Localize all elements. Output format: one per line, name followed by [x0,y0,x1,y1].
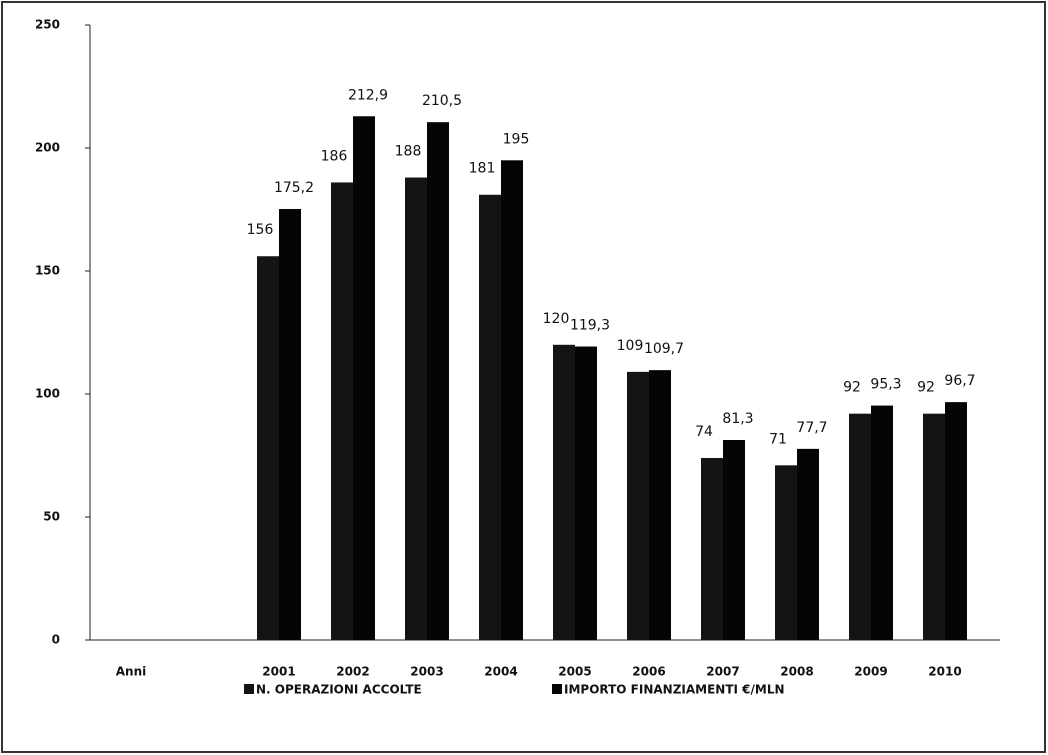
bar [479,194,501,641]
value-label: 186 [321,148,348,164]
bar [945,402,967,640]
value-label: 95,3 [870,377,901,393]
bar [649,370,671,640]
bar [405,177,427,640]
value-label: 71 [769,431,787,447]
value-label: 119,3 [570,318,610,334]
y-tick-label: 150 [35,264,60,278]
value-label: 175,2 [274,180,314,196]
value-label: 188 [395,144,422,160]
value-label: 181 [469,161,496,177]
bar [427,122,449,641]
legend-marker [244,684,254,694]
x-tick-label: Anni [116,665,147,679]
y-tick-label: 0 [52,633,60,647]
y-tick-label: 100 [35,387,60,401]
x-tick-label: 2002 [336,665,369,679]
bar [849,413,871,640]
bar [923,413,945,640]
bar [723,440,745,640]
x-tick-label: 2005 [558,665,591,679]
value-label: 195 [503,131,530,147]
x-tick-label: 2008 [780,665,813,679]
value-label: 92 [843,380,861,396]
value-label: 212,9 [348,87,388,103]
x-tick-label: 2007 [706,665,739,679]
x-tick-label: 2003 [410,665,443,679]
x-tick-label: 2001 [262,665,295,679]
bar [279,209,301,640]
y-tick-label: 250 [35,18,60,32]
value-label: 74 [695,424,713,440]
x-tick-label: 2006 [632,665,665,679]
bar [701,457,723,640]
value-label: 109,7 [644,341,684,357]
bar [553,344,575,640]
x-tick-label: 2010 [928,665,961,679]
bar [775,465,797,640]
bar [501,160,523,641]
value-label: 77,7 [796,420,827,436]
value-label: 109 [617,338,644,354]
bar [627,371,649,640]
value-label: 92 [917,380,935,396]
legend-label: N. OPERAZIONI ACCOLTE [256,683,422,697]
value-label: 120 [543,311,570,327]
x-tick-label: 2009 [854,665,887,679]
value-label: 210,5 [422,93,462,109]
bar [871,405,893,640]
bar [257,256,279,640]
value-label: 96,7 [944,373,975,389]
legend-marker [552,684,562,694]
x-tick-label: 2004 [484,665,517,679]
value-label: 81,3 [722,411,753,427]
bar [353,116,375,641]
y-tick-label: 50 [43,510,60,524]
bar [797,448,819,640]
y-tick-label: 200 [35,141,60,155]
bar [331,182,353,640]
value-label: 156 [247,222,274,238]
legend-label: IMPORTO FINANZIAMENTI €/MLN [564,683,785,697]
bar [575,346,597,640]
